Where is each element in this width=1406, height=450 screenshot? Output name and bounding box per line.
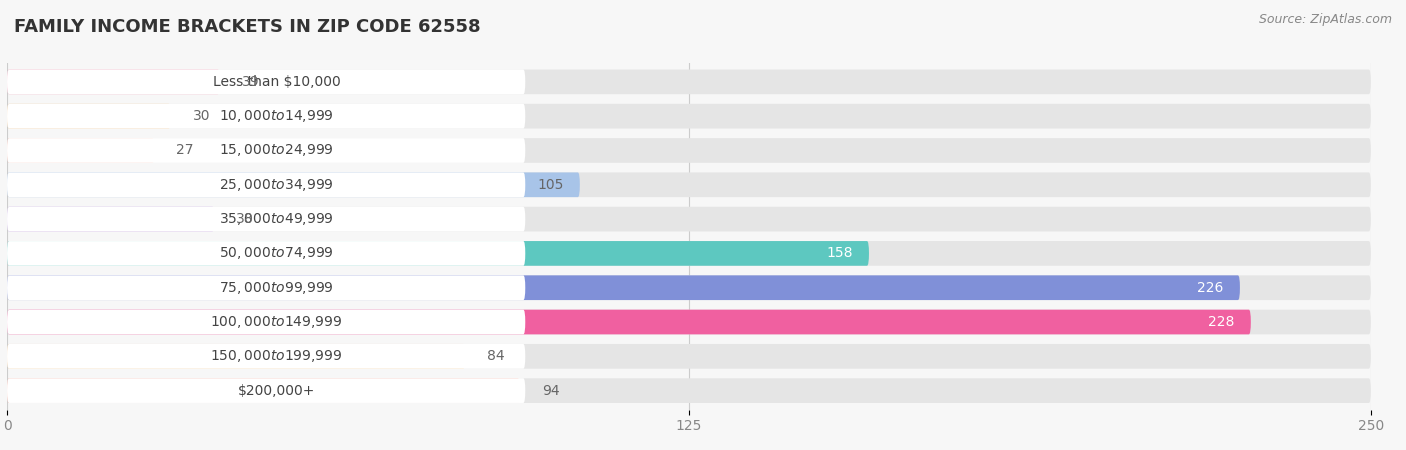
Text: 105: 105 — [537, 178, 564, 192]
Text: $150,000 to $199,999: $150,000 to $199,999 — [211, 348, 343, 364]
FancyBboxPatch shape — [7, 241, 1371, 266]
FancyBboxPatch shape — [7, 378, 520, 403]
Text: 94: 94 — [541, 384, 560, 398]
FancyBboxPatch shape — [7, 241, 869, 266]
FancyBboxPatch shape — [7, 69, 526, 94]
FancyBboxPatch shape — [7, 275, 1240, 300]
Text: Source: ZipAtlas.com: Source: ZipAtlas.com — [1258, 14, 1392, 27]
Text: $35,000 to $49,999: $35,000 to $49,999 — [219, 211, 333, 227]
Text: Less than $10,000: Less than $10,000 — [212, 75, 340, 89]
FancyBboxPatch shape — [7, 275, 1371, 300]
FancyBboxPatch shape — [7, 378, 1371, 403]
Text: 39: 39 — [242, 75, 259, 89]
FancyBboxPatch shape — [7, 344, 465, 369]
FancyBboxPatch shape — [7, 378, 526, 403]
FancyBboxPatch shape — [7, 104, 1371, 129]
Text: $25,000 to $34,999: $25,000 to $34,999 — [219, 177, 333, 193]
Text: $75,000 to $99,999: $75,000 to $99,999 — [219, 280, 333, 296]
Text: $10,000 to $14,999: $10,000 to $14,999 — [219, 108, 333, 124]
FancyBboxPatch shape — [7, 69, 219, 94]
FancyBboxPatch shape — [7, 310, 1371, 334]
FancyBboxPatch shape — [7, 69, 1371, 94]
Text: 30: 30 — [193, 109, 209, 123]
Text: $100,000 to $149,999: $100,000 to $149,999 — [211, 314, 343, 330]
FancyBboxPatch shape — [7, 138, 1371, 163]
Text: FAMILY INCOME BRACKETS IN ZIP CODE 62558: FAMILY INCOME BRACKETS IN ZIP CODE 62558 — [14, 18, 481, 36]
Text: 158: 158 — [827, 247, 852, 261]
FancyBboxPatch shape — [7, 310, 526, 334]
FancyBboxPatch shape — [7, 207, 214, 231]
FancyBboxPatch shape — [7, 104, 526, 129]
FancyBboxPatch shape — [7, 172, 1371, 197]
Text: $200,000+: $200,000+ — [238, 384, 315, 398]
Text: $15,000 to $24,999: $15,000 to $24,999 — [219, 143, 333, 158]
Text: 228: 228 — [1208, 315, 1234, 329]
FancyBboxPatch shape — [7, 241, 526, 266]
Text: 226: 226 — [1197, 281, 1223, 295]
Text: 38: 38 — [236, 212, 253, 226]
FancyBboxPatch shape — [7, 344, 526, 369]
FancyBboxPatch shape — [7, 138, 155, 163]
FancyBboxPatch shape — [7, 344, 1371, 369]
FancyBboxPatch shape — [7, 138, 526, 163]
Text: 27: 27 — [176, 144, 194, 158]
FancyBboxPatch shape — [7, 207, 1371, 231]
FancyBboxPatch shape — [7, 172, 526, 197]
Text: $50,000 to $74,999: $50,000 to $74,999 — [219, 245, 333, 261]
Text: 84: 84 — [486, 349, 505, 363]
FancyBboxPatch shape — [7, 104, 170, 129]
FancyBboxPatch shape — [7, 310, 1251, 334]
FancyBboxPatch shape — [7, 172, 579, 197]
FancyBboxPatch shape — [7, 275, 526, 300]
FancyBboxPatch shape — [7, 207, 526, 231]
